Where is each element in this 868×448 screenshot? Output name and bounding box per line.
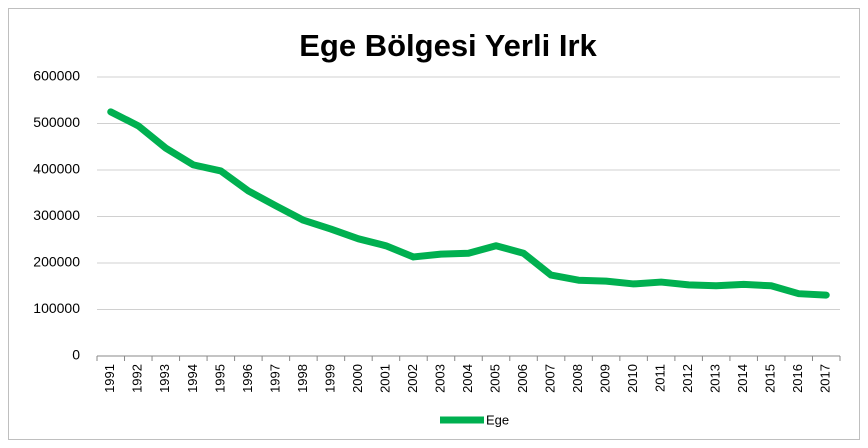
x-tick-label: 1996 [240,364,255,393]
x-tick-label: 2008 [570,364,585,393]
x-tick-label: 2015 [763,364,778,393]
y-tick-label: 100000 [33,300,80,316]
x-tick-label: 2016 [790,364,805,393]
x-tick-label: 2002 [405,364,420,393]
x-tick-label: 1993 [157,364,172,393]
x-tick-label: 2004 [460,364,475,393]
data-line [107,108,830,299]
x-tick-label: 1991 [102,364,117,393]
x-tick-label: 2007 [542,364,557,393]
legend-label: Ege [486,412,509,427]
x-tick-label: 2010 [625,364,640,393]
x-tick-label: 2005 [487,364,502,393]
x-tick-label: 2003 [432,364,447,393]
x-tick-label: 2011 [653,364,668,392]
y-tick-label: 0 [72,347,80,363]
chart-frame [8,8,860,440]
x-tick-label: 2013 [708,364,723,393]
x-tick-label: 2006 [515,364,530,393]
y-tick-label: 400000 [33,161,80,177]
x-tick-label: 2014 [735,364,750,393]
x-tick-label: 1998 [295,364,310,393]
x-tick-label: 1999 [322,364,337,393]
chart-title: Ege Bölgesi Yerli Irk [299,28,597,63]
x-tick-label: 2009 [598,364,613,393]
y-tick-label: 200000 [33,254,80,270]
x-tick-label: 1992 [130,364,145,393]
x-tick-label: 2000 [350,364,365,393]
y-tick-label: 600000 [33,68,80,84]
x-tick-label: 2001 [377,364,392,393]
x-tick-label: 1997 [267,364,282,393]
y-tick-label: 300000 [33,207,80,223]
x-tick-label: 2017 [818,364,833,393]
x-tick-label: 2012 [680,364,695,393]
x-tick-label: 1995 [212,364,227,393]
y-tick-label: 500000 [33,114,80,130]
x-tick-label: 1994 [185,364,200,393]
